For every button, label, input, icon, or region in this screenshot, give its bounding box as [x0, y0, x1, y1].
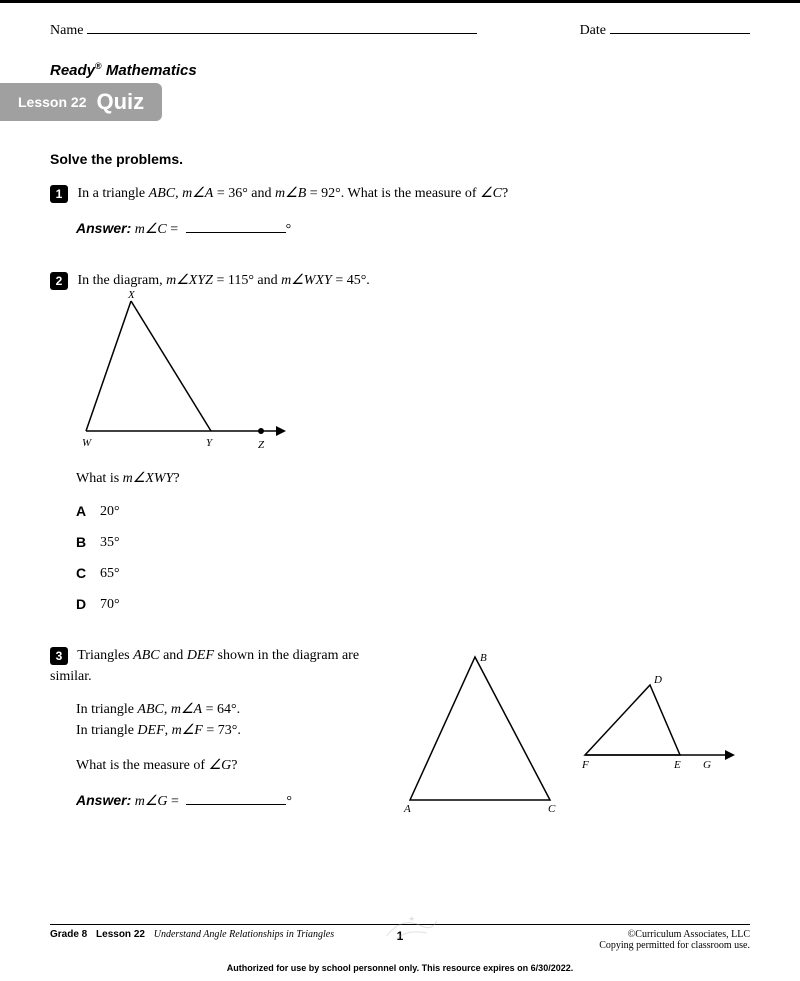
q1-answer-line: Answer: m∠C = ° — [76, 218, 750, 240]
q3-line1: Triangles ABC and DEF shown in the diagr… — [50, 648, 359, 684]
label-c: C — [548, 803, 556, 815]
label-w: W — [82, 437, 92, 449]
label-x: X — [127, 291, 136, 301]
problem-2: 2 In the diagram, m∠XYZ = 115° and m∠WXY… — [50, 270, 750, 615]
label-a: A — [403, 803, 411, 815]
q1-answer-blank[interactable] — [186, 232, 286, 233]
footer-left: Grade 8 Lesson 22 Understand Angle Relat… — [50, 929, 334, 940]
quiz-label: Quiz — [96, 89, 144, 115]
lesson-bar: Lesson 22 Quiz — [0, 83, 162, 121]
brand-line: Ready® Mathematics — [50, 61, 750, 79]
triangle-xyz-svg: W X Y Z — [76, 291, 301, 456]
choice-a[interactable]: A20° — [76, 501, 750, 522]
choice-c[interactable]: C65° — [76, 563, 750, 584]
q3-answer-line: Answer: m∠G = ° — [76, 790, 400, 812]
triangles-abc-def-svg: A B C D F E G — [400, 645, 740, 815]
label-b: B — [480, 652, 487, 664]
label-e: E — [673, 759, 681, 771]
lesson-number: Lesson 22 — [18, 94, 86, 110]
q2-choices: A20° B35° C65° D70° — [76, 501, 750, 615]
label-z: Z — [258, 439, 265, 451]
page-number-wrap: 1 — [397, 929, 404, 943]
q3-ask: What is the measure of ∠G? — [76, 755, 400, 776]
name-label: Name — [50, 23, 83, 39]
brand-suffix: Mathematics — [102, 62, 197, 79]
brand-text: Ready — [50, 62, 95, 79]
q3-given: In triangle ABC, m∠A = 64°. In triangle … — [76, 699, 400, 741]
q2-diagram: W X Y Z — [76, 291, 750, 456]
footer: Grade 8 Lesson 22 Understand Angle Relat… — [50, 924, 750, 951]
choice-b[interactable]: B35° — [76, 532, 750, 553]
flourish-icon — [377, 911, 447, 941]
name-blank[interactable] — [87, 33, 477, 34]
q2-ask: What is m∠XWY? — [76, 468, 750, 489]
date-field: Date — [580, 23, 750, 39]
footer-right: ©Curriculum Associates, LLC Copying perm… — [599, 929, 750, 951]
q3-badge: 3 — [50, 647, 68, 665]
q2-text: In the diagram, m∠XYZ = 115° and m∠WXY =… — [78, 273, 370, 288]
q2-badge: 2 — [50, 272, 68, 290]
label-d: D — [653, 674, 662, 686]
q1-text: In a triangle ABC, m∠A = 36° and m∠B = 9… — [78, 186, 509, 201]
problem-3: 3 Triangles ABC and DEF shown in the dia… — [50, 645, 750, 815]
problem-1: 1 In a triangle ABC, m∠A = 36° and m∠B =… — [50, 183, 750, 240]
name-field: Name — [50, 23, 477, 39]
header-row: Name Date — [50, 23, 750, 39]
q1-answer-label: Answer: — [76, 220, 131, 236]
q1-badge: 1 — [50, 185, 68, 203]
label-g: G — [703, 759, 711, 771]
label-f: F — [581, 759, 589, 771]
label-y: Y — [206, 437, 214, 449]
brand-mark: ® — [95, 61, 102, 71]
instruction: Solve the problems. — [50, 151, 750, 167]
q3-answer-label: Answer: — [76, 792, 131, 808]
choice-d[interactable]: D70° — [76, 594, 750, 615]
date-label: Date — [580, 23, 606, 39]
authorization-line: Authorized for use by school personnel o… — [0, 963, 800, 973]
q3-answer-blank[interactable] — [186, 804, 286, 805]
date-blank[interactable] — [610, 33, 750, 34]
